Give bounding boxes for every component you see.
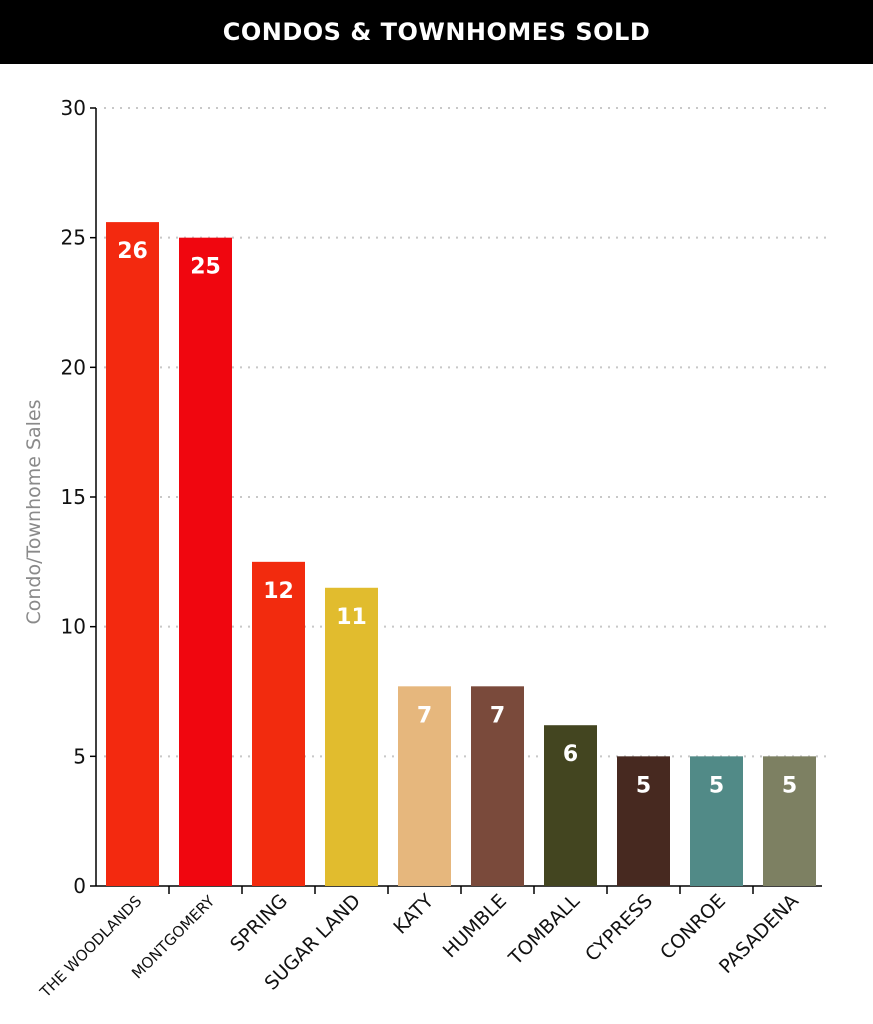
bar: [179, 237, 232, 886]
data-label: 11: [336, 605, 367, 630]
y-tick-label: 10: [61, 615, 86, 639]
data-label: 12: [263, 579, 294, 604]
bar: [544, 725, 597, 886]
bar: [763, 756, 816, 886]
category-label: CONROE: [656, 890, 730, 964]
category-label: HUMBLE: [439, 890, 511, 962]
y-tick-label: 20: [61, 355, 86, 379]
bar: [690, 756, 743, 886]
data-label: 7: [417, 703, 432, 728]
bar: [325, 587, 378, 886]
category-label: PASADENA: [715, 890, 803, 978]
category-label: THE WOODLANDS: [36, 892, 146, 1002]
data-label: 25: [190, 255, 221, 280]
bar: [617, 756, 670, 886]
y-tick-label: 30: [61, 96, 86, 120]
data-label: 5: [636, 773, 651, 798]
bar: [398, 686, 451, 886]
data-label: 5: [709, 773, 724, 798]
y-tick-label: 25: [61, 226, 86, 250]
chart-title: CONDOS & TOWNHOMES SOLD: [222, 18, 651, 46]
axes: 0 5 10 15 20 25 30 Condo/Townhome Sales: [23, 96, 822, 898]
y-tick-label: 15: [61, 485, 86, 509]
data-label: 26: [117, 239, 148, 264]
y-tick-label: 5: [73, 744, 86, 768]
category-label: TOMBALL: [504, 890, 584, 970]
data-label: 5: [782, 773, 797, 798]
data-label: 7: [490, 703, 505, 728]
chart-title-bar: CONDOS & TOWNHOMES SOLD: [0, 0, 873, 64]
bar: [252, 561, 305, 886]
category-label: SPRING: [226, 890, 292, 956]
bar: [471, 686, 524, 886]
data-label: 6: [563, 742, 578, 767]
bars: [106, 222, 816, 886]
category-label: KATY: [389, 890, 438, 939]
category-label: CYPRESS: [581, 890, 657, 966]
y-tick-label: 0: [73, 874, 86, 898]
y-axis-title: Condo/Townhome Sales: [23, 399, 45, 624]
bar: [106, 222, 159, 886]
